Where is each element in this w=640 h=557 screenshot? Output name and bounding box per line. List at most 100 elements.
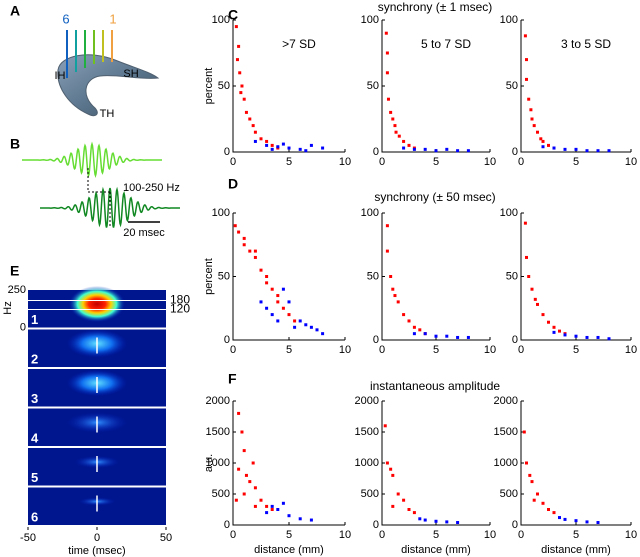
data-point — [585, 520, 589, 524]
data-point — [536, 302, 539, 306]
data-point — [456, 335, 460, 339]
x-axis-label: time (msec) — [68, 545, 125, 557]
x-tick-label: 0 — [230, 529, 236, 541]
data-point — [281, 306, 285, 310]
data-point — [585, 149, 589, 153]
data-point — [237, 44, 241, 48]
y-tick-label: 1500 — [494, 426, 518, 438]
data-point — [385, 461, 389, 465]
row-title: instantaneous amplitude — [370, 379, 500, 393]
data-point — [281, 287, 285, 291]
data-point — [270, 504, 274, 508]
data-point — [445, 334, 449, 338]
data-point — [536, 130, 539, 134]
data-point — [525, 58, 528, 62]
y-axis-label: Hz — [2, 301, 14, 314]
data-point — [298, 517, 302, 521]
x-tick-label: 5 — [433, 529, 439, 541]
data-point — [385, 249, 389, 253]
region-label: TH — [100, 108, 115, 120]
row-label: 5 — [31, 470, 38, 485]
y-tick-label: 500 — [500, 488, 518, 500]
y-tick-label: 500 — [212, 488, 230, 500]
x-tick-label: 10 — [339, 344, 351, 356]
data-point — [248, 117, 252, 121]
data-point — [407, 508, 411, 511]
data-point — [412, 511, 416, 515]
row-label: 3 — [31, 391, 38, 406]
x-tick-label: 5 — [286, 344, 292, 356]
data-point — [552, 511, 556, 515]
y-tick-label: 2000 — [494, 395, 518, 407]
waveform — [40, 186, 180, 228]
axes — [381, 213, 490, 341]
data-point — [384, 31, 388, 35]
data-point — [525, 255, 528, 259]
y-tick-label: 500 — [361, 488, 379, 500]
data-point — [525, 461, 528, 465]
data-point — [287, 146, 291, 150]
x-tick-label: 10 — [625, 529, 637, 541]
scale-label: 20 msec — [123, 227, 165, 239]
y-tick-label: 250 — [8, 284, 26, 296]
y-tick-label: 0 — [512, 519, 518, 531]
brain-shape — [57, 54, 160, 117]
axes — [520, 213, 631, 341]
y-tick-label: 1000 — [355, 457, 379, 469]
data-point — [607, 337, 611, 341]
data-point — [304, 149, 308, 153]
data-point — [270, 147, 274, 151]
y-tick-label: 50 — [506, 80, 518, 92]
data-point — [235, 58, 239, 62]
data-point — [412, 332, 416, 336]
data-point — [240, 430, 244, 434]
x-tick-label: 0 — [379, 156, 385, 168]
data-point — [270, 143, 274, 147]
data-point — [397, 134, 401, 138]
band-label: 100-250 Hz — [123, 182, 180, 194]
data-point — [242, 492, 246, 496]
data-point — [385, 71, 389, 75]
row-separator — [28, 525, 166, 527]
data-point — [242, 449, 246, 453]
data-point — [445, 147, 449, 151]
data-point — [265, 306, 269, 310]
data-point — [423, 332, 427, 336]
y-tick-label: 0 — [224, 146, 230, 158]
data-point — [523, 221, 527, 225]
data-point — [276, 145, 280, 149]
x-tick-label: 0 — [518, 344, 524, 356]
data-point — [265, 275, 269, 278]
row-separator — [28, 367, 166, 369]
x-tick-label: 10 — [625, 344, 637, 356]
electrode-label: 1 — [109, 11, 116, 26]
data-point — [237, 411, 241, 415]
data-point — [234, 498, 238, 502]
data-point — [253, 486, 257, 490]
data-point — [321, 332, 325, 336]
subplot-title: 5 to 7 SD — [421, 37, 471, 51]
data-point — [244, 110, 248, 114]
row-separator — [28, 446, 166, 448]
data-point — [412, 147, 416, 151]
x-tick-label: 0 — [518, 529, 524, 541]
row-separator — [28, 485, 166, 488]
data-point — [585, 335, 589, 339]
data-point — [276, 294, 280, 298]
data-point — [434, 149, 438, 153]
data-point — [607, 149, 611, 153]
electrode-label: 6 — [62, 11, 69, 26]
data-point — [242, 97, 246, 101]
data-point — [309, 518, 313, 522]
data-point — [287, 300, 291, 304]
data-point — [402, 313, 406, 317]
data-point — [530, 117, 534, 121]
data-point — [434, 334, 438, 338]
data-point — [383, 424, 387, 428]
row-label: 4 — [31, 430, 39, 445]
data-point — [391, 473, 395, 477]
data-point — [248, 480, 252, 484]
y-tick-label: 1000 — [494, 457, 518, 469]
data-point — [445, 520, 449, 524]
